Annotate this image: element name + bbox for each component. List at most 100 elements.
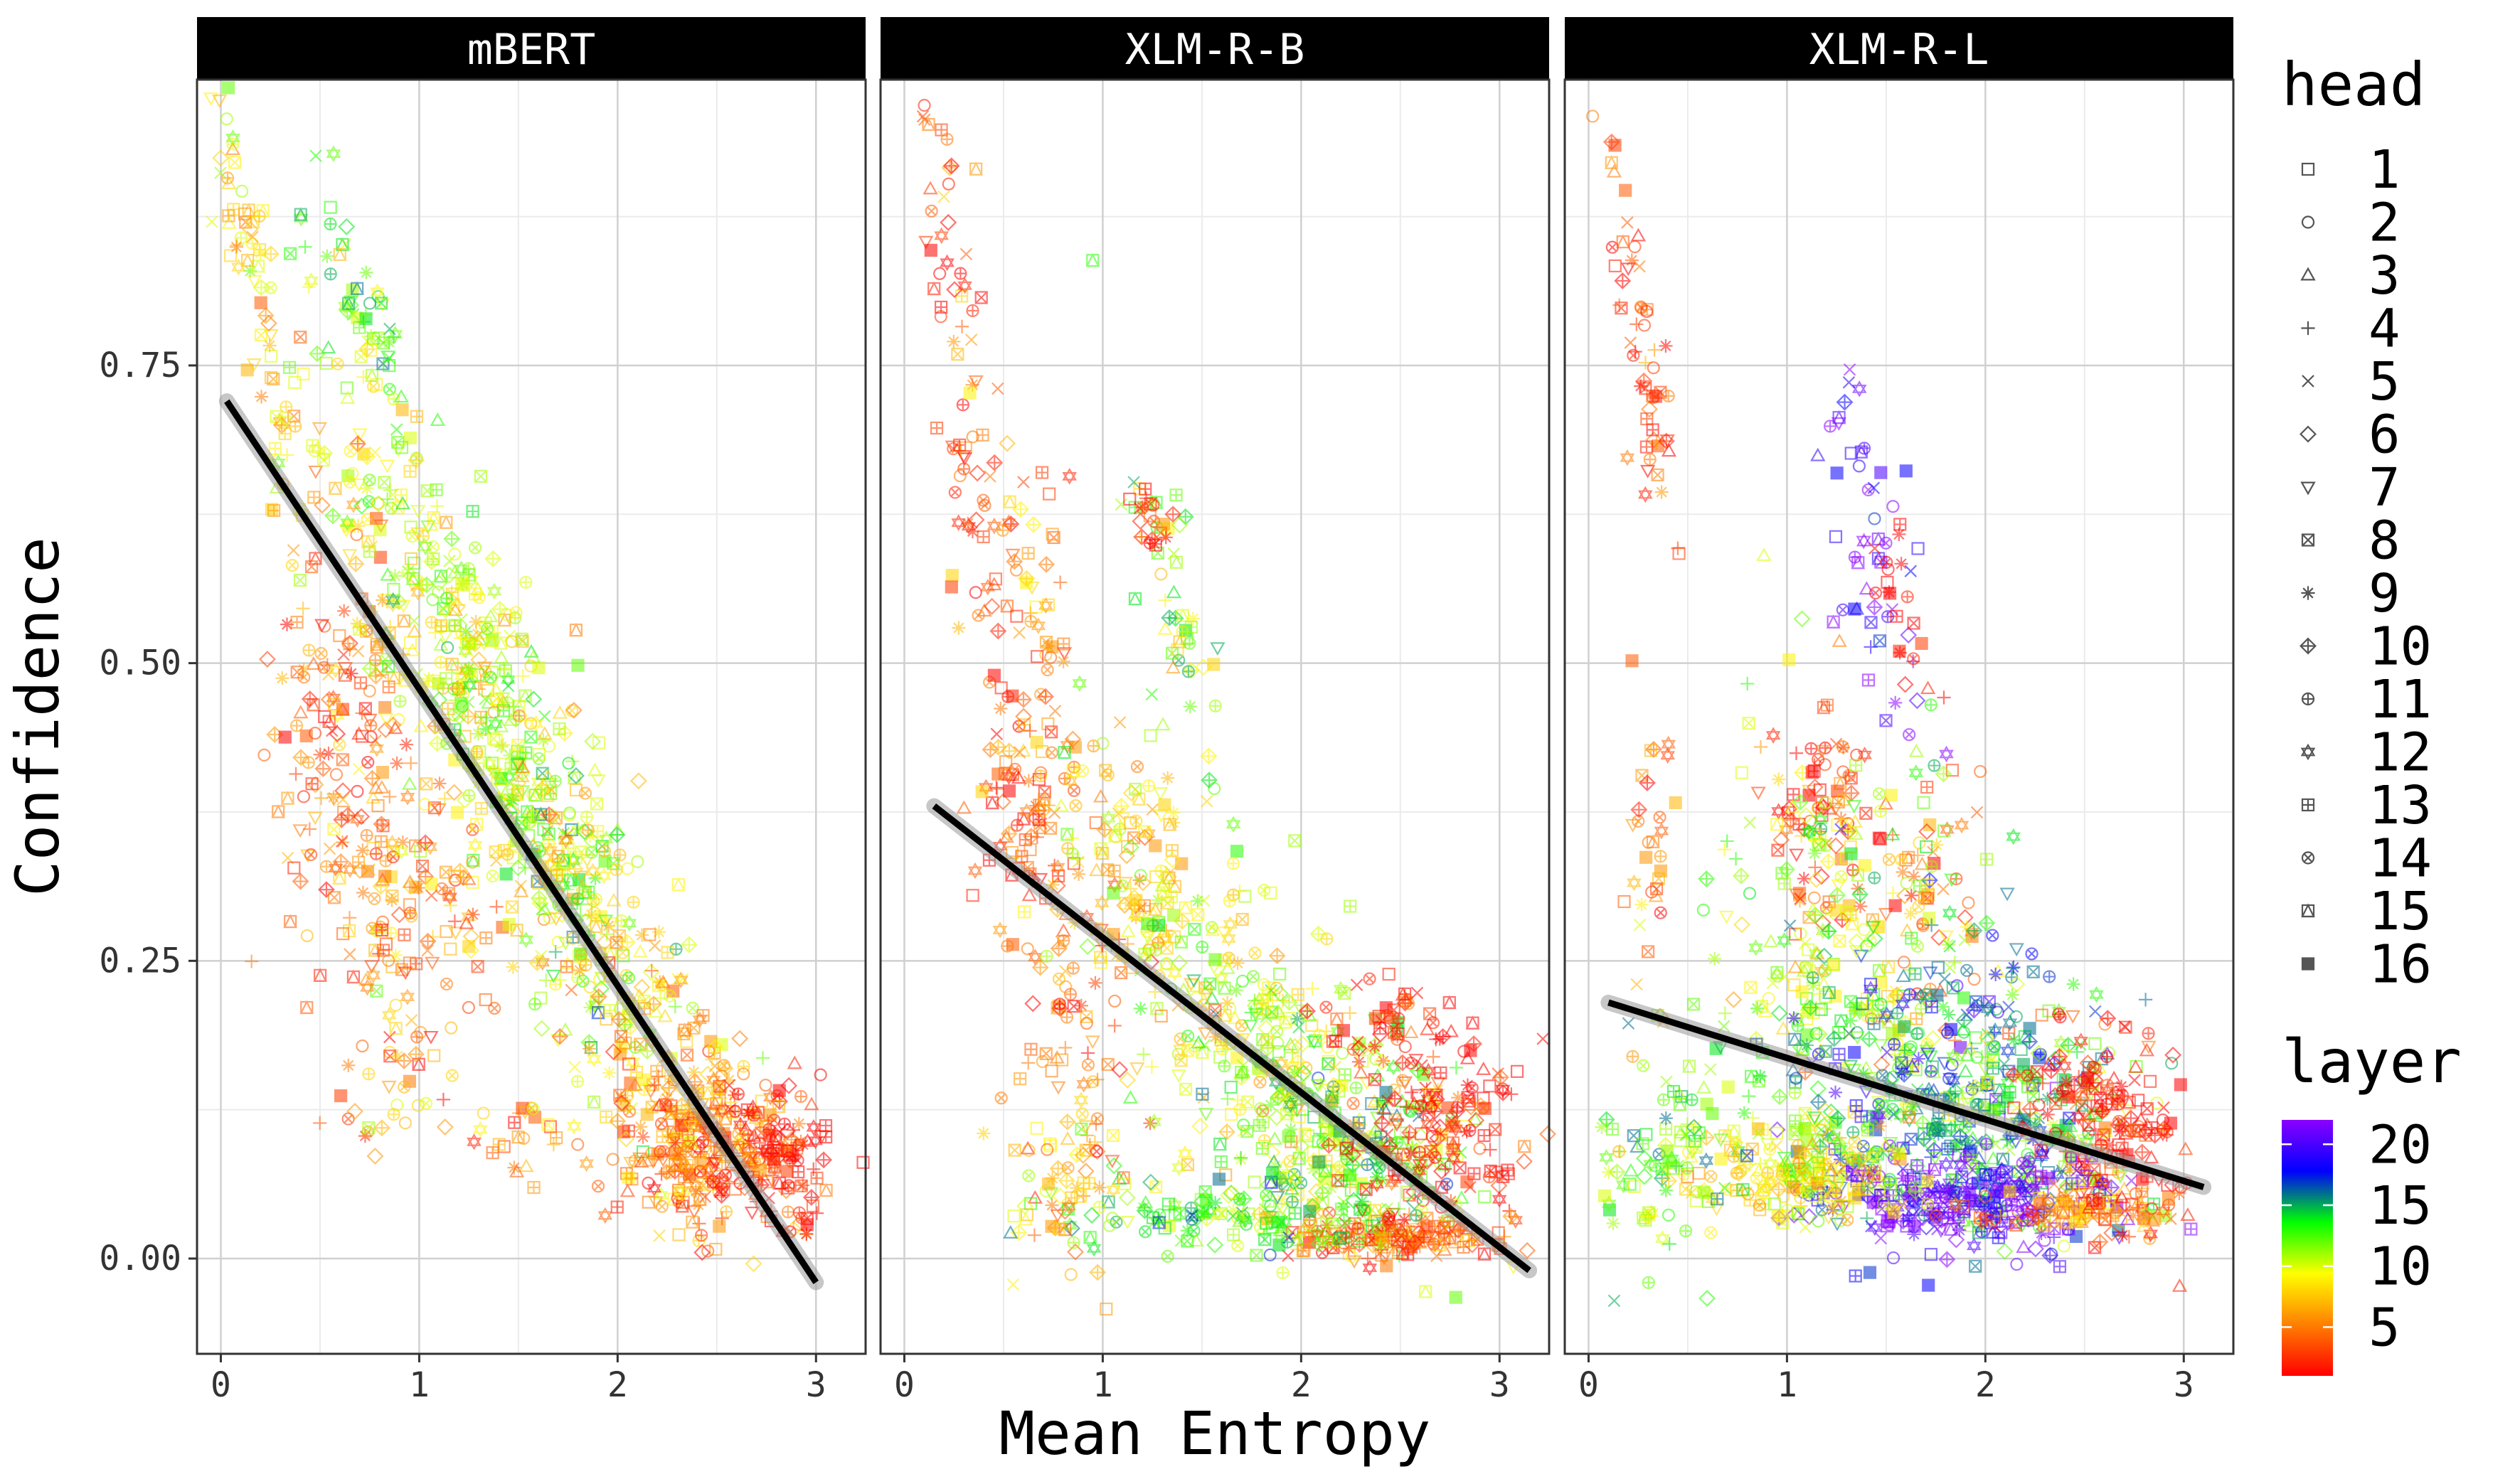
data-point [1631,978,1642,990]
data-point [1321,933,1332,944]
data-point [1783,654,1795,666]
data-point [1663,390,1674,402]
data-point [649,1006,662,1017]
data-point [1374,1116,1389,1131]
data-point [634,946,647,957]
data-point [1517,1154,1532,1169]
data-point [529,998,541,1010]
data-point [1765,936,1777,947]
data-point [480,932,491,944]
data-point [324,218,336,230]
data-point [2043,971,2055,983]
data-point [1654,811,1666,823]
data-point [378,476,390,488]
data-point [1431,1250,1442,1261]
data-point [1355,1067,1368,1078]
data-point [420,778,432,789]
data-point [1234,1151,1248,1165]
data-point [435,656,447,668]
data-point [1201,749,1216,764]
data-point [1640,852,1652,863]
data-point [285,916,296,927]
data-point [792,1117,806,1131]
data-point [325,202,336,213]
data-point [1026,517,1041,532]
data-point [983,742,998,757]
data-point [1628,876,1640,890]
data-point [391,424,403,435]
data-point [1090,864,1103,875]
data-point [469,838,482,852]
data-point [1940,1158,1952,1171]
data-point [1723,1081,1734,1093]
data-point [957,399,969,410]
data-point [1698,904,1709,916]
data-point [1274,968,1285,980]
data-point [452,864,467,879]
data-point [475,471,487,482]
data-point [1811,1095,1826,1110]
data-point [788,1057,801,1069]
data-point [2090,1005,2101,1017]
data-point [275,671,289,685]
legend-head-label: 3 [2369,245,2401,306]
data-point [356,1040,368,1052]
data-point [1808,860,1822,874]
data-point [580,1157,592,1170]
data-point [303,757,314,768]
data-point [2143,1027,2154,1039]
data-point [551,1132,562,1143]
data-point [928,283,940,294]
legend-head-label: 10 [2369,616,2432,678]
data-point [1873,788,1885,799]
data-point [383,1081,395,1093]
data-point [506,901,518,912]
data-point [1861,582,1873,594]
data-point [960,248,972,260]
data-point [969,864,982,877]
data-point [325,268,336,279]
data-point [991,728,1002,739]
data-point [1107,1130,1119,1141]
data-point [654,1230,665,1241]
data-point [368,1149,383,1164]
data-point [1903,729,1915,740]
data-point [583,1042,596,1055]
data-point [1142,918,1153,929]
data-point [1921,781,1932,793]
data-point [342,638,353,649]
data-point [1742,1089,1755,1103]
data-point [1129,593,1141,604]
panel-xlmrl: XLM-R-L [1565,17,2233,1354]
data-point [258,308,273,323]
data-point [2101,1051,2112,1062]
data-point [1088,976,1102,990]
data-point [1694,1168,1705,1179]
data-point [1161,771,1174,785]
data-point [437,1120,452,1135]
data-point [2066,1011,2079,1022]
data-point [1058,1041,1072,1054]
data-point [2090,988,2102,1001]
data-point [1228,1229,1239,1241]
data-point [1061,1133,1074,1144]
legend-head-key-12 [2302,745,2314,759]
data-point [222,172,233,183]
data-point [695,1157,706,1168]
data-point [1894,518,1905,530]
legend-head-key-5 [2302,375,2314,387]
data-point [420,1098,432,1109]
data-point [581,811,592,823]
data-point [1928,760,1940,771]
data-point [463,1002,474,1013]
data-point [495,652,508,663]
data-point [1936,1000,1950,1013]
data-point [967,305,979,316]
data-point [1897,970,1910,981]
data-point [520,577,531,588]
data-point [733,1031,748,1046]
data-point [2006,961,2020,974]
data-point [970,587,982,598]
data-point [1837,395,1852,410]
data-point [1699,872,1714,887]
